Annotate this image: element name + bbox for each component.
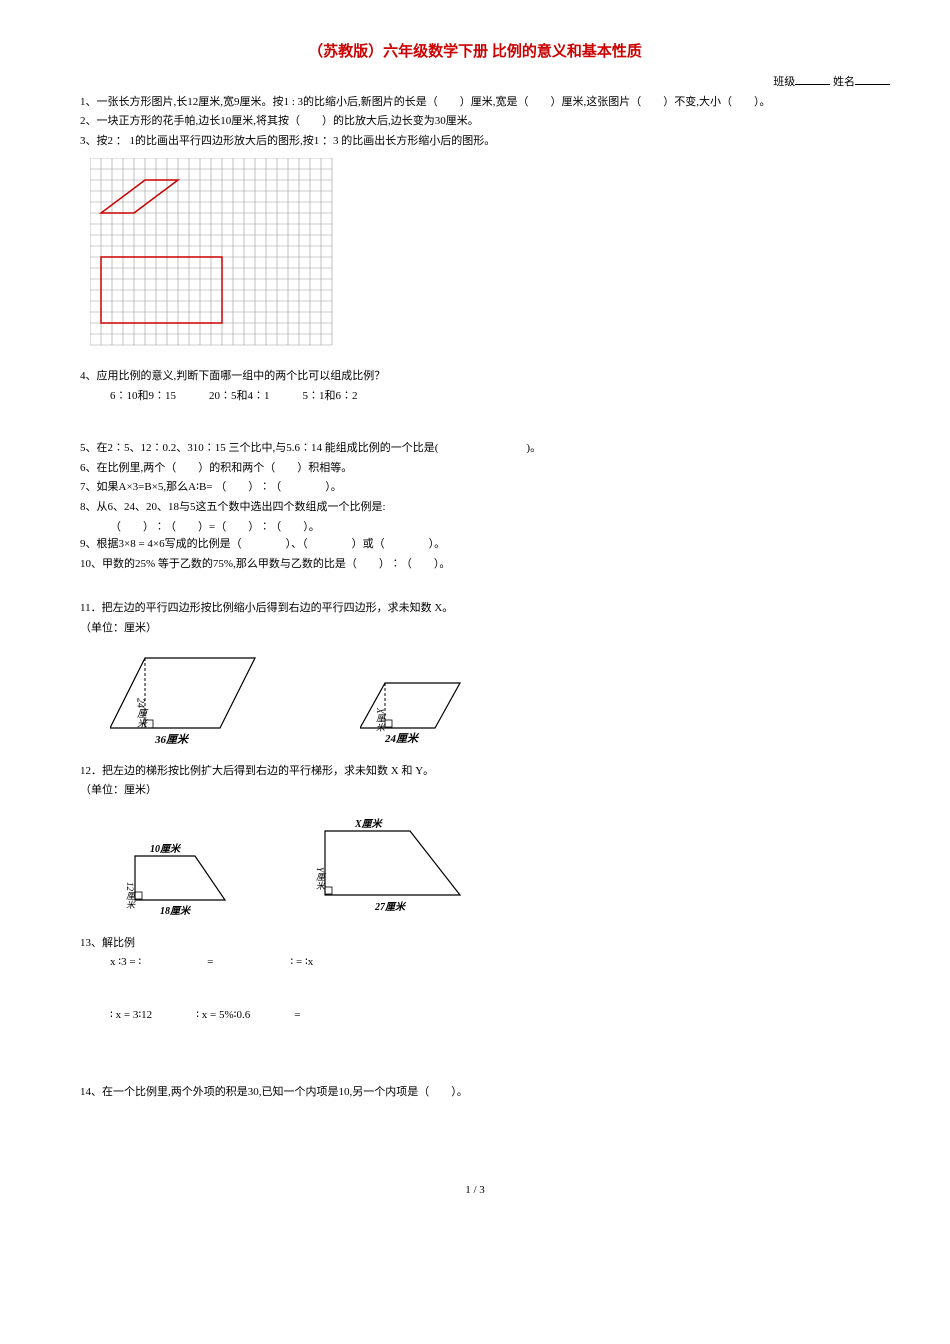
question-5: 5、在2∶5、12∶0.2、310∶15 三个比中,与5.6∶14 能组成比例的… [80, 440, 890, 458]
question-11: 11．把左边的平行四边形按比例缩小后得到右边的平行四边形，求未知数 X。 [80, 600, 890, 618]
question-13-line2: ∶ x = 3∶12 ∶ x = 5%∶0.6 = [110, 1007, 890, 1025]
question-9: 9、根据3×8 = 4×6写成的比例是（ ）、（ ）或（ ）。 [80, 536, 890, 554]
question-11-unit: （单位：厘米） [80, 620, 890, 638]
svg-text:36厘米: 36厘米 [154, 733, 190, 746]
question-14: 14、在一个比例里,两个外项的积是30,已知一个内项是10,另一个内项是（ ）。 [80, 1084, 890, 1102]
svg-text:12厘米: 12厘米 [124, 882, 136, 909]
question-13: 13、解比例 [80, 935, 890, 953]
header-class-name: 班级 姓名 [60, 72, 890, 92]
question-12: 12．把左边的梯形按比例扩大后得到右边的平行梯形，求未知数 X 和 Y。 [80, 763, 890, 781]
name-label: 姓名 [833, 76, 855, 88]
question-7: 7、如果A×3=B×5,那么A∶B= （ ）∶（ ）。 [80, 479, 890, 497]
question-4: 4、应用比例的意义,判断下面哪一组中的两个比可以组成比例？ [80, 368, 890, 386]
parallelogram-small: X厘米 24厘米 [360, 678, 470, 748]
question-12-unit: （单位：厘米） [80, 782, 890, 800]
page-footer: 1 / 3 [60, 1182, 890, 1200]
question-3: 3、按2 ： 1的比画出平行四边形放大后的图形,按1 ：3 的比画出长方形缩小后… [80, 133, 890, 151]
trapezoid-small: 10厘米 12厘米 18厘米 [110, 840, 240, 920]
svg-text:27厘米: 27厘米 [374, 901, 407, 913]
question-1: 1、一张长方形图片,长12厘米,宽9厘米。按1 : 3的比缩小后,新图片的长是（… [80, 94, 890, 112]
svg-text:24厘米: 24厘米 [384, 732, 420, 745]
grid-svg: {"cols":22,"rows":17,"cell":11} [90, 158, 340, 353]
question-8-sub: （ ）∶（ ）=（ ）∶（ ）。 [110, 519, 890, 537]
question-8: 8、从6、24、20、18与5这五个数中选出四个数组成一个比例是: [80, 499, 890, 517]
parallelogram-large: 24厘米 36厘米 [110, 653, 260, 748]
question-2: 2、一块正方形的花手帕,边长10厘米,将其按（ ）的比放大后,边长变为30厘米。 [80, 113, 890, 131]
figure-11-row: 24厘米 36厘米 X厘米 24厘米 [110, 653, 890, 748]
class-blank [795, 72, 830, 85]
page-title: （苏教版）六年级数学下册 比例的意义和基本性质 [60, 40, 890, 64]
red-parallelogram [101, 180, 178, 213]
question-10: 10、甲数的25% 等于乙数的75%,那么甲数与乙数的比是（ ）∶（ ）。 [80, 556, 890, 574]
svg-text:X厘米: X厘米 [354, 818, 384, 830]
svg-text:10厘米: 10厘米 [150, 843, 182, 855]
trapezoid-large: X厘米 Y厘米 27厘米 [300, 815, 480, 920]
figure-12-row: 10厘米 12厘米 18厘米 X厘米 Y厘米 27厘米 [110, 815, 890, 920]
svg-text:18厘米: 18厘米 [160, 905, 192, 917]
grid-figure: {"cols":22,"rows":17,"cell":11} [90, 158, 890, 360]
class-label: 班级 [773, 76, 795, 88]
svg-text:X厘米: X厘米 [374, 707, 386, 732]
svg-text:24厘米: 24厘米 [135, 698, 147, 728]
question-6: 6、在比例里,两个（ ）的积和两个（ ）积相等。 [80, 460, 890, 478]
svg-text:Y厘米: Y厘米 [314, 867, 326, 890]
question-4-sub: 6∶10和9∶15 20∶5和4∶1 5∶1和6∶2 [110, 388, 890, 406]
question-13-line1: x ∶3 = ∶ = ∶ = ∶x [110, 954, 890, 972]
name-blank [855, 72, 890, 85]
